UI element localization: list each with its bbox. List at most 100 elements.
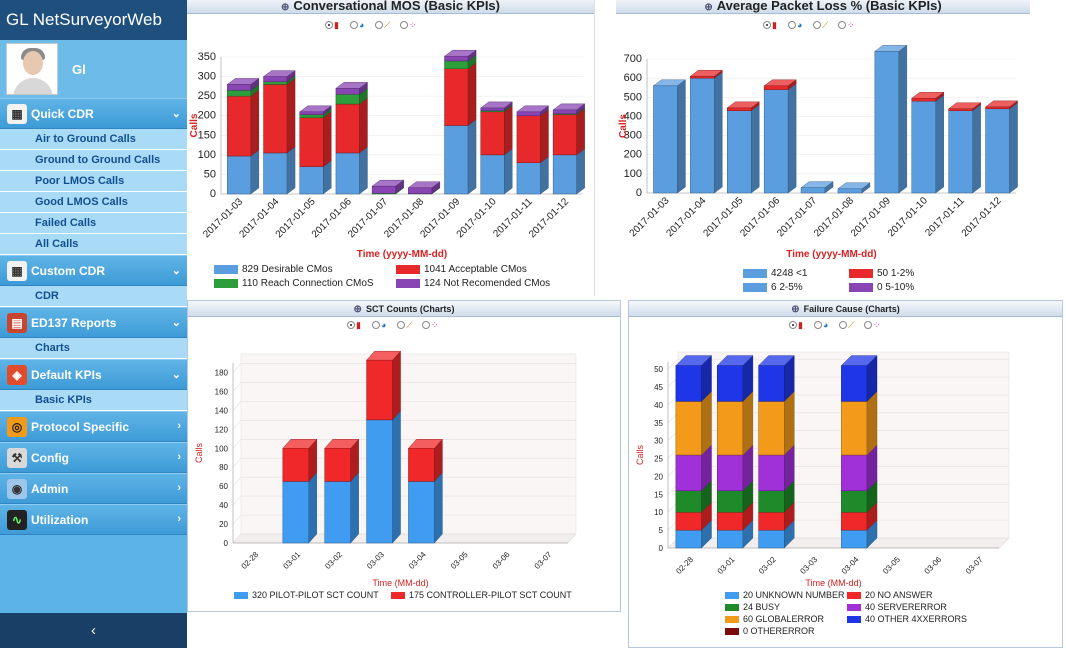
legend-item[interactable]: 124 Not Recomended CMos (396, 278, 576, 289)
legend-item[interactable]: 175 CONTROLLER-PILOT SCT COUNT (391, 590, 581, 600)
sidebar-item-charts[interactable]: Charts (0, 338, 187, 359)
sidebar-section-ed137-reports[interactable]: ▤ ED137 Reports ⌄ (0, 307, 187, 338)
bar-segment[interactable] (366, 350, 401, 421)
bar-segment[interactable] (675, 355, 712, 402)
chart-type-radio[interactable]: ⁘ (400, 20, 419, 30)
legend-item[interactable]: 320 PILOT-PILOT SCT COUNT (234, 590, 389, 600)
bar-segment[interactable] (335, 81, 369, 95)
bar-segment[interactable] (335, 146, 369, 195)
bar-segment[interactable] (443, 49, 477, 62)
legend-item[interactable]: 50 1-2% (849, 268, 949, 279)
bar-segment[interactable] (262, 78, 296, 154)
bar-segment[interactable] (948, 102, 982, 112)
zoom-icon[interactable]: ⊕ (704, 2, 713, 13)
legend-item[interactable]: 4248 <1 (743, 268, 843, 279)
bar-segment[interactable] (837, 182, 871, 194)
chart-type-radio[interactable]: ◕ (350, 20, 369, 30)
legend-item[interactable]: 0 5-10% (849, 282, 949, 293)
bar-segment[interactable] (299, 111, 332, 168)
legend-item[interactable]: 20 NO ANSWER (847, 590, 967, 600)
zoom-icon[interactable]: ⊕ (353, 304, 362, 315)
zoom-icon[interactable]: ⊕ (791, 304, 800, 315)
legend-item[interactable]: 20 UNKNOWN NUMBER (725, 590, 847, 600)
sidebar-section-admin[interactable]: ◉ Admin › (0, 473, 187, 504)
bar-segment[interactable] (335, 97, 369, 154)
bar-segment[interactable] (840, 355, 878, 402)
sidebar-section-config[interactable]: ⚒ Config › (0, 442, 187, 473)
bar-segment[interactable] (480, 105, 513, 156)
chart-type-radio[interactable]: ⟋ (813, 20, 832, 30)
bar-segment[interactable] (407, 181, 441, 195)
bar-segment[interactable] (948, 104, 982, 194)
bar-segment[interactable] (758, 355, 795, 402)
sidebar-item-air-to-ground-calls[interactable]: Air to Ground Calls (0, 129, 187, 150)
bar-segment[interactable] (366, 410, 401, 544)
bar-segment[interactable] (689, 69, 723, 79)
bar-segment[interactable] (408, 471, 443, 544)
legend-item[interactable]: 40 SERVERERROR (847, 602, 967, 612)
bar-segment[interactable] (443, 62, 477, 126)
bar-segment[interactable] (716, 355, 754, 402)
sidebar-item-poor-lmos-calls[interactable]: Poor LMOS Calls (0, 171, 187, 192)
bar-segment[interactable] (516, 109, 550, 164)
bar-segment[interactable] (371, 179, 405, 194)
legend-item[interactable]: 0 OTHERERROR (725, 626, 847, 636)
bar-segment[interactable] (763, 83, 797, 194)
sidebar-section-quick-cdr[interactable]: ▦ Quick CDR ⌄ (0, 98, 187, 129)
bar-segment[interactable] (874, 44, 908, 194)
bar-segment[interactable] (262, 146, 296, 195)
bar-segment[interactable] (262, 70, 296, 83)
chart-type-radio[interactable]: ▮ (347, 320, 366, 330)
bar-segment[interactable] (282, 471, 318, 544)
legend-item[interactable]: 1041 Acceptable CMos (396, 264, 576, 275)
sidebar-section-protocol-specific[interactable]: ◎ Protocol Specific › (0, 411, 187, 442)
chart-type-radio[interactable]: ◕ (372, 320, 391, 330)
legend-item[interactable]: 24 BUSY (725, 602, 847, 612)
bar-segment[interactable] (911, 91, 945, 102)
bar-segment[interactable] (299, 105, 332, 115)
bar-segment[interactable] (324, 438, 360, 482)
sidebar-section-utilization[interactable]: ∿ Utilization › (0, 504, 187, 535)
bar-segment[interactable] (516, 105, 550, 117)
chart-type-radio[interactable]: ⟋ (839, 320, 858, 330)
bar-segment[interactable] (552, 148, 586, 195)
sidebar-item-cdr[interactable]: CDR (0, 286, 187, 307)
bar-segment[interactable] (763, 79, 797, 91)
avatar[interactable] (6, 43, 58, 95)
chart-type-radio[interactable]: ▮ (789, 320, 808, 330)
bar-segment[interactable] (443, 119, 477, 195)
sidebar-section-custom-cdr[interactable]: ▦ Custom CDR ⌄ (0, 255, 187, 286)
bar-segment[interactable] (726, 104, 760, 194)
chart-type-radio[interactable]: ◕ (788, 20, 807, 30)
bar-segment[interactable] (226, 89, 260, 157)
sidebar-item-failed-calls[interactable]: Failed Calls (0, 213, 187, 234)
legend-item[interactable]: 110 Reach Connection CMoS (214, 278, 394, 289)
bar-segment[interactable] (911, 94, 945, 194)
bar-segment[interactable] (689, 71, 723, 194)
bar-segment[interactable] (984, 102, 1019, 194)
legend-item[interactable]: 829 Desirable CMos (214, 264, 394, 275)
bar-segment[interactable] (800, 181, 834, 194)
bar-segment[interactable] (324, 471, 360, 544)
legend-item[interactable]: 6 2-5% (743, 282, 843, 293)
bar-segment[interactable] (726, 101, 760, 112)
sidebar-item-all-calls[interactable]: All Calls (0, 234, 187, 255)
bar-segment[interactable] (480, 148, 513, 195)
bar-segment[interactable] (552, 108, 586, 156)
bar-segment[interactable] (758, 390, 795, 456)
chart-type-radio[interactable]: ⁘ (838, 20, 857, 30)
bar-segment[interactable] (652, 79, 687, 194)
chart-type-radio[interactable]: ⁘ (864, 320, 883, 330)
sidebar-item-good-lmos-calls[interactable]: Good LMOS Calls (0, 192, 187, 213)
zoom-icon[interactable]: ⊕ (280, 2, 290, 13)
chart-type-radio[interactable]: ▮ (325, 20, 344, 30)
chart-type-radio[interactable]: ⟋ (375, 20, 394, 30)
bar-segment[interactable] (408, 438, 443, 482)
legend-item[interactable]: 60 GLOBALERROR (725, 614, 847, 624)
bar-segment[interactable] (984, 100, 1019, 110)
chart-type-radio[interactable]: ◕ (814, 320, 833, 330)
legend-item[interactable]: 40 OTHER 4XXERRORS (847, 614, 967, 624)
chart-type-radio[interactable]: ⁘ (422, 320, 441, 330)
bar-segment[interactable] (480, 101, 513, 112)
chart-type-radio[interactable]: ▮ (763, 20, 782, 30)
